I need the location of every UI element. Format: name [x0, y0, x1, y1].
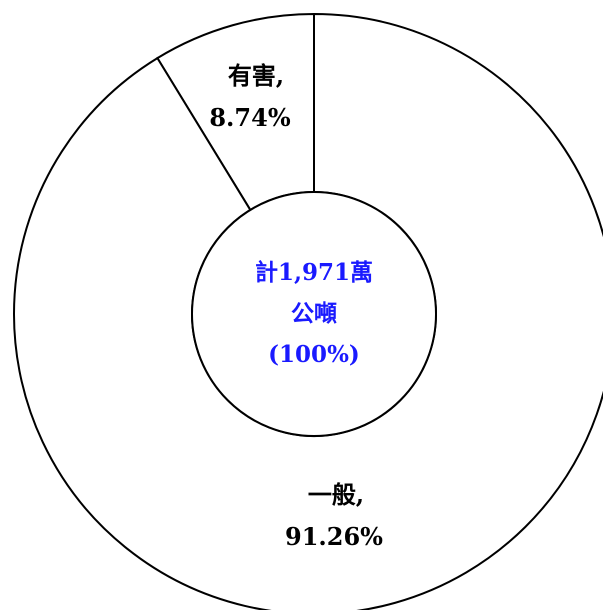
center-total: 計1,971萬 [255, 259, 373, 286]
slice-label-hazardous-value: 8.74% [209, 103, 290, 132]
center-percent: (100%) [268, 341, 360, 368]
slice-label-general-name: 一般, [308, 480, 364, 509]
slice-label-general-value: 91.26% [285, 522, 383, 551]
donut-hole [191, 191, 437, 437]
center-unit: 公噸 [291, 300, 337, 327]
slice-label-hazardous-name: 有害, [228, 61, 284, 90]
